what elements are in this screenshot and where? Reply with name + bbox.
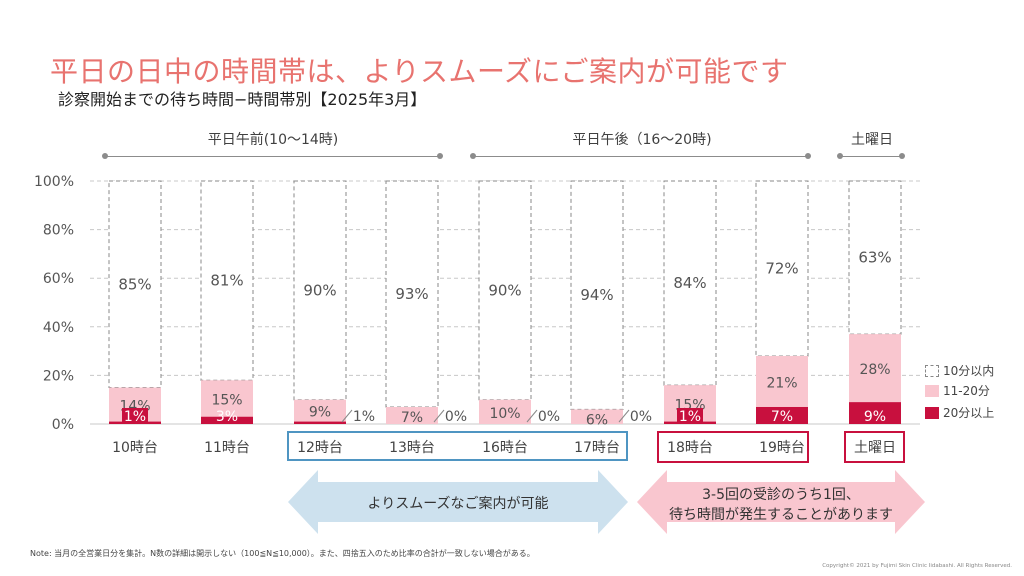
highlight-box-saturday <box>844 431 905 463</box>
legend-item-11-20: 11-20分 <box>925 382 990 399</box>
legend-swatch-11-20 <box>925 384 939 397</box>
data-label-11-20: 28% <box>859 362 890 378</box>
wait-arrow <box>637 470 925 534</box>
group-bracket-dot <box>470 153 476 159</box>
legend-label-within10: 10分以内 <box>943 364 995 378</box>
group-bracket-afternoon <box>473 156 808 157</box>
data-label-11-20: 10% <box>489 406 520 422</box>
leader-line <box>618 409 630 423</box>
y-tick-label: 80% <box>43 223 74 239</box>
page-title: 平日の日中の時間帯は、よりスムーズにご案内が可能です <box>50 55 789 88</box>
group-bracket-dot <box>837 153 843 159</box>
bar-segment-over20 <box>756 406 808 424</box>
wait-arrow-label-line2: 待ち時間が発生することがあります <box>669 507 893 523</box>
bar-segment-within10 <box>848 180 902 335</box>
leader-line <box>433 409 445 423</box>
x-tick-label: 土曜日 <box>854 440 896 456</box>
data-label-within10: 90% <box>303 281 336 299</box>
data-label-over20-outside: 0% <box>538 409 560 425</box>
data-label-over20: 1% <box>679 409 701 425</box>
page-subtitle: 診察開始までの待ち時間−時間帯別【2025年3月】 <box>58 90 427 109</box>
data-label-over20: 1% <box>124 409 146 425</box>
highlight-box-evening <box>657 431 809 463</box>
group-bracket-morning <box>105 156 440 157</box>
bar-segment-over20 <box>294 421 346 424</box>
y-tick-label: 60% <box>43 271 74 287</box>
data-label-11-20: 7% <box>401 410 423 426</box>
y-tick-label: 100% <box>34 174 74 190</box>
data-label-11-20: 15% <box>211 392 242 408</box>
leader-line <box>341 409 353 423</box>
data-label-over20-outside: 0% <box>630 409 652 425</box>
data-label-11-20: 9% <box>309 405 331 421</box>
wait-arrow-label-line1: 3-5回の受診のうち1回、 <box>702 487 860 503</box>
data-label-over20-outside: 1% <box>353 409 375 425</box>
data-label-over20: 3% <box>216 409 238 425</box>
data-label-within10: 63% <box>858 249 891 267</box>
smooth-arrow <box>288 470 628 534</box>
data-label-11-20: 21% <box>766 375 797 391</box>
legend-swatch-over20 <box>925 406 939 419</box>
bar-segment-within10 <box>108 180 162 389</box>
data-label-within10: 94% <box>580 286 613 304</box>
data-label-over20: 7% <box>771 409 793 425</box>
data-label-within10: 72% <box>765 259 798 277</box>
data-label-within10: 93% <box>395 285 428 303</box>
bar-segment-within10 <box>200 180 254 381</box>
data-label-within10: 84% <box>673 274 706 292</box>
y-tick-label: 20% <box>43 368 74 384</box>
legend-label-over20: 20分以上 <box>943 406 995 420</box>
legend-item-over20: 20分以上 <box>925 404 994 421</box>
group-label-morning: 平日午前(10〜14時) <box>207 132 339 148</box>
bar-segment-11-20 <box>479 399 531 424</box>
group-bracket-dot <box>437 153 443 159</box>
bar-segment-11-20 <box>571 409 623 424</box>
legend-label-11-20: 11-20分 <box>943 384 990 398</box>
legend-item-within10: 10分以内 <box>925 362 994 379</box>
bar-segment-within10 <box>755 180 809 357</box>
legend-swatch-within10 <box>925 364 939 377</box>
group-bracket-dot <box>102 153 108 159</box>
bar-segment-11-20 <box>386 406 438 424</box>
group-bracket-dot <box>899 153 905 159</box>
bar-segment-over20 <box>849 402 901 424</box>
x-tick-label: 10時台 <box>112 440 158 456</box>
group-label-saturday: 土曜日 <box>851 132 893 148</box>
y-tick-label: 0% <box>52 417 74 433</box>
data-label-within10: 90% <box>488 281 521 299</box>
x-tick-label: 11時台 <box>204 440 250 456</box>
data-label-over20-outside: 0% <box>445 409 467 425</box>
bar-segment-11-20 <box>294 399 346 422</box>
bar-label-bg-over20 <box>122 408 148 424</box>
smooth-arrow-label: よりスムーズなご案内が可能 <box>367 496 549 512</box>
x-tick-label: 19時台 <box>759 440 805 456</box>
x-tick-label: 18時台 <box>667 440 713 456</box>
group-bracket-saturday <box>840 156 902 157</box>
data-label-over20: 9% <box>864 409 886 425</box>
x-tick-label: 12時台 <box>297 440 343 456</box>
group-label-afternoon: 平日午後（16〜20時) <box>572 132 712 148</box>
bar-segment-11-20 <box>849 334 901 403</box>
bar-label-bg-over20 <box>677 408 703 424</box>
data-label-11-20: 6% <box>586 412 608 428</box>
x-tick-label: 17時台 <box>574 440 620 456</box>
data-label-within10: 81% <box>210 272 243 290</box>
highlight-box-smooth <box>287 431 628 461</box>
bar-segment-over20 <box>201 416 253 424</box>
group-bracket-dot <box>805 153 811 159</box>
footnote: Note: 当月の全営業日分を集計。N数の詳細は開示しない（100≦N≦10,0… <box>30 549 535 558</box>
x-tick-label: 16時台 <box>482 440 528 456</box>
bar-segment-within10 <box>570 180 624 410</box>
copyright: Copyright© 2021 by Fujimi Skin Clinic Ii… <box>822 563 1012 569</box>
bar-segment-11-20 <box>201 380 253 417</box>
data-label-within10: 85% <box>118 275 151 293</box>
leader-line <box>526 409 538 423</box>
bar-segment-11-20 <box>756 355 808 407</box>
y-tick-label: 40% <box>43 320 74 336</box>
x-tick-label: 13時台 <box>389 440 435 456</box>
